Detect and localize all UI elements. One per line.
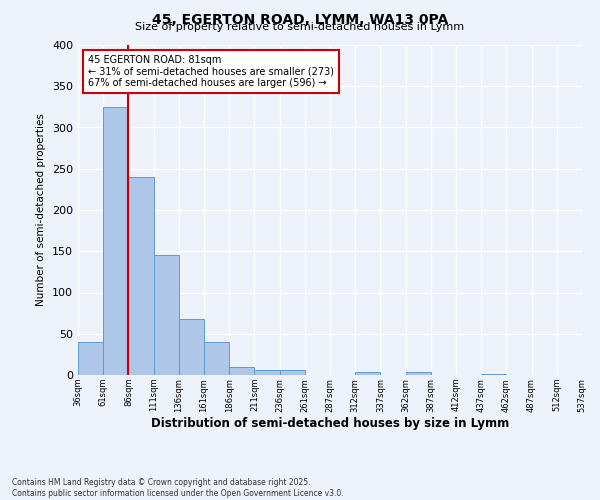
Bar — [179, 319, 204, 375]
Text: Contains HM Land Registry data © Crown copyright and database right 2025.
Contai: Contains HM Land Registry data © Crown c… — [12, 478, 344, 498]
Bar — [128, 177, 154, 375]
Bar — [204, 342, 229, 375]
X-axis label: Distribution of semi-detached houses by size in Lymm: Distribution of semi-detached houses by … — [151, 418, 509, 430]
Bar — [229, 367, 254, 375]
Bar — [280, 370, 305, 375]
Bar — [254, 370, 280, 375]
Bar — [406, 372, 431, 375]
Bar — [355, 372, 380, 375]
Text: 45, EGERTON ROAD, LYMM, WA13 0PA: 45, EGERTON ROAD, LYMM, WA13 0PA — [152, 12, 448, 26]
Text: Size of property relative to semi-detached houses in Lymm: Size of property relative to semi-detach… — [136, 22, 464, 32]
Bar — [154, 254, 179, 375]
Bar — [78, 342, 103, 375]
Y-axis label: Number of semi-detached properties: Number of semi-detached properties — [37, 114, 46, 306]
Text: 45 EGERTON ROAD: 81sqm
← 31% of semi-detached houses are smaller (273)
67% of se: 45 EGERTON ROAD: 81sqm ← 31% of semi-det… — [88, 55, 334, 88]
Bar — [481, 374, 506, 375]
Bar — [103, 107, 128, 375]
